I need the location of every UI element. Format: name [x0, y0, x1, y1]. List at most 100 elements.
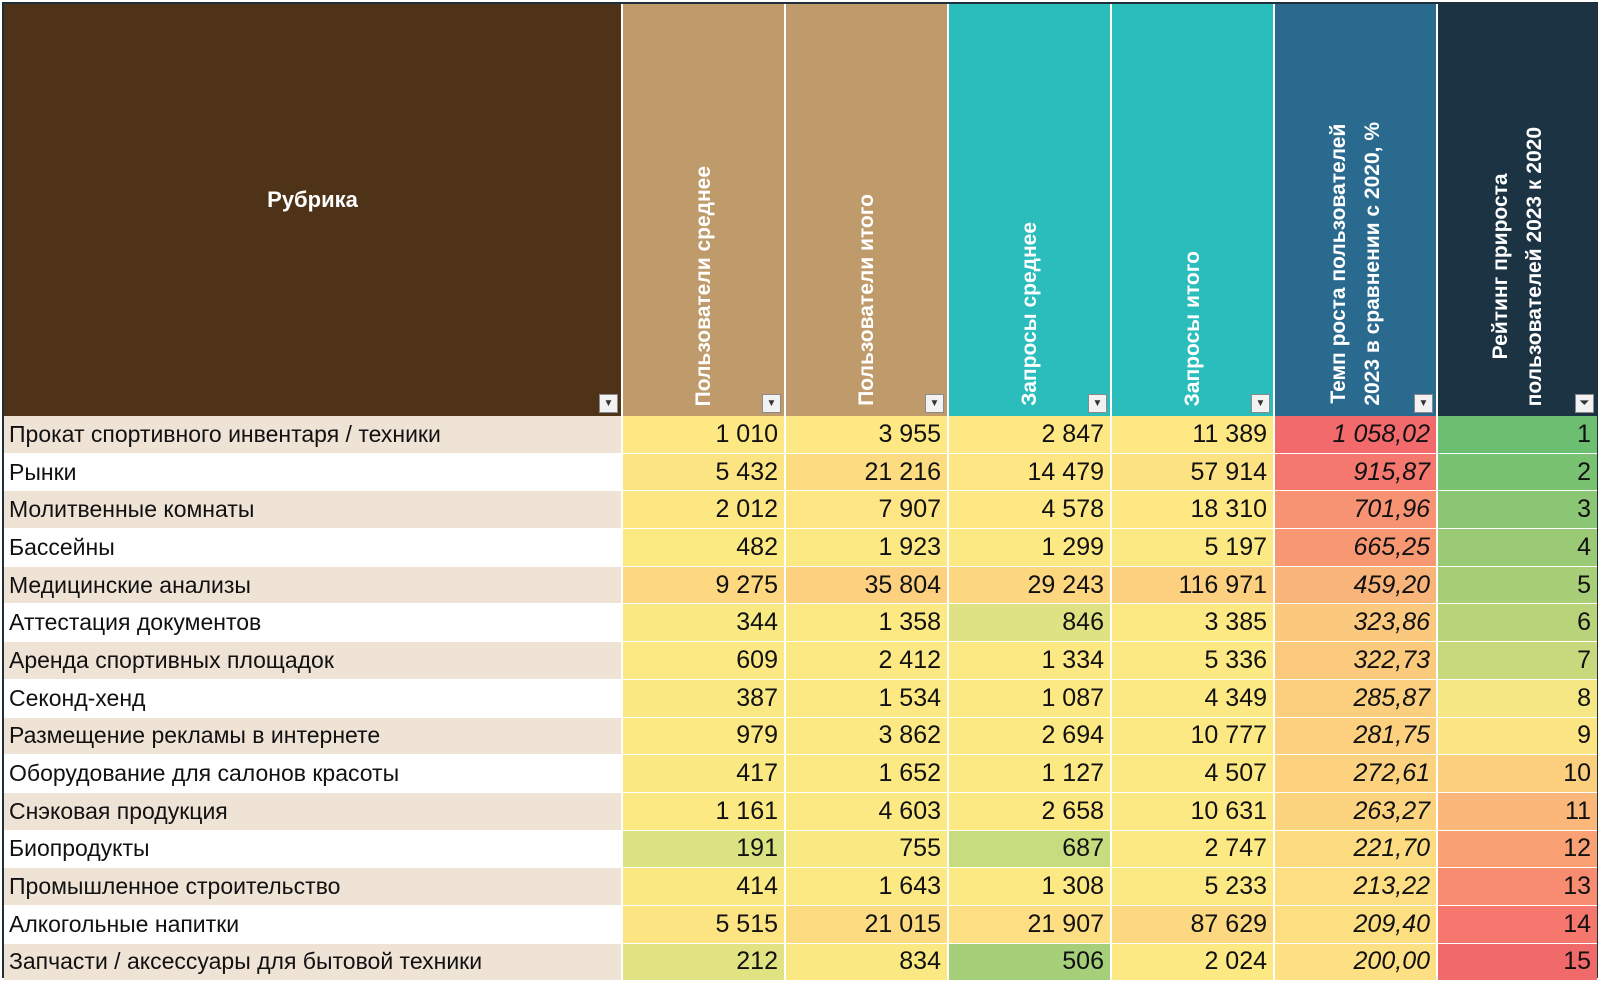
cell-rank[interactable]: 6	[1437, 603, 1597, 643]
cell-req-avg[interactable]: 2 694	[948, 717, 1112, 756]
cell-users-total[interactable]: 1 358	[785, 603, 949, 643]
cell-growth[interactable]: 285,87	[1274, 679, 1438, 718]
filter-dropdown-icon[interactable]: ▼	[925, 394, 944, 413]
cell-req-total[interactable]: 87 629	[1111, 905, 1275, 944]
cell-rubric[interactable]: Алкогольные напитки	[4, 905, 623, 944]
cell-req-total[interactable]: 18 310	[1111, 490, 1275, 530]
cell-growth[interactable]: 213,22	[1274, 867, 1438, 906]
cell-rank[interactable]: 2	[1437, 453, 1597, 492]
cell-growth[interactable]: 209,40	[1274, 905, 1438, 944]
cell-users-total[interactable]: 3 955	[785, 416, 949, 454]
cell-rank[interactable]: 7	[1437, 641, 1597, 680]
filter-dropdown-icon[interactable]: ▼	[1088, 394, 1107, 413]
cell-rank[interactable]: 8	[1437, 679, 1597, 718]
cell-req-total[interactable]: 10 631	[1111, 792, 1275, 831]
filter-dropdown-icon[interactable]: ▼	[1414, 394, 1433, 413]
cell-rank[interactable]: 12	[1437, 830, 1597, 869]
cell-req-total[interactable]: 5 233	[1111, 867, 1275, 906]
cell-rubric[interactable]: Аренда спортивных площадок	[4, 641, 623, 680]
cell-growth[interactable]: 272,61	[1274, 754, 1438, 793]
cell-req-avg[interactable]: 29 243	[948, 566, 1112, 605]
cell-growth[interactable]: 665,25	[1274, 528, 1438, 567]
cell-req-avg[interactable]: 2 847	[948, 416, 1112, 454]
cell-req-avg[interactable]: 1 087	[948, 679, 1112, 718]
cell-users-avg[interactable]: 9 275	[622, 566, 786, 605]
cell-rank[interactable]: 9	[1437, 717, 1597, 756]
cell-req-total[interactable]: 5 336	[1111, 641, 1275, 680]
cell-growth[interactable]: 323,86	[1274, 603, 1438, 643]
cell-req-avg[interactable]: 21 907	[948, 905, 1112, 944]
cell-req-total[interactable]: 2 747	[1111, 830, 1275, 869]
cell-growth[interactable]: 459,20	[1274, 566, 1438, 605]
cell-users-avg[interactable]: 1 010	[622, 416, 786, 454]
cell-req-total[interactable]: 5 197	[1111, 528, 1275, 567]
filter-dropdown-icon[interactable]: ▼	[762, 394, 781, 413]
cell-users-total[interactable]: 3 862	[785, 717, 949, 756]
cell-users-total[interactable]: 21 216	[785, 453, 949, 492]
cell-users-avg[interactable]: 344	[622, 603, 786, 643]
cell-users-avg[interactable]: 1 161	[622, 792, 786, 831]
cell-req-total[interactable]: 11 389	[1111, 416, 1275, 454]
cell-users-avg[interactable]: 5 515	[622, 905, 786, 944]
cell-users-total[interactable]: 21 015	[785, 905, 949, 944]
cell-rank[interactable]: 1	[1437, 416, 1597, 454]
cell-growth[interactable]: 263,27	[1274, 792, 1438, 831]
cell-req-total[interactable]: 2 024	[1111, 943, 1275, 981]
cell-rank[interactable]: 3	[1437, 490, 1597, 530]
cell-growth[interactable]: 701,96	[1274, 490, 1438, 530]
cell-growth[interactable]: 915,87	[1274, 453, 1438, 492]
cell-rubric[interactable]: Размещение рекламы в интернете	[4, 717, 623, 756]
cell-req-avg[interactable]: 4 578	[948, 490, 1112, 530]
cell-users-avg[interactable]: 417	[622, 754, 786, 793]
cell-rubric[interactable]: Аттестация документов	[4, 603, 623, 643]
cell-req-avg[interactable]: 1 127	[948, 754, 1112, 793]
filter-dropdown-icon[interactable]: ▼	[599, 394, 618, 413]
cell-rank[interactable]: 14	[1437, 905, 1597, 944]
cell-users-avg[interactable]: 387	[622, 679, 786, 718]
cell-users-total[interactable]: 35 804	[785, 566, 949, 605]
cell-rubric[interactable]: Прокат спортивного инвентаря / техники	[4, 416, 623, 454]
cell-users-total[interactable]: 1 643	[785, 867, 949, 906]
cell-req-avg[interactable]: 687	[948, 830, 1112, 869]
cell-rubric[interactable]: Снэковая продукция	[4, 792, 623, 831]
cell-req-total[interactable]: 116 971	[1111, 566, 1275, 605]
cell-users-total[interactable]: 834	[785, 943, 949, 981]
cell-users-avg[interactable]: 191	[622, 830, 786, 869]
cell-users-avg[interactable]: 609	[622, 641, 786, 680]
filter-sort-icon[interactable]: ⏷	[1575, 394, 1594, 413]
cell-users-total[interactable]: 1 923	[785, 528, 949, 567]
cell-req-avg[interactable]: 846	[948, 603, 1112, 643]
cell-rank[interactable]: 5	[1437, 566, 1597, 605]
cell-rubric[interactable]: Биопродукты	[4, 830, 623, 869]
cell-growth[interactable]: 281,75	[1274, 717, 1438, 756]
cell-req-total[interactable]: 3 385	[1111, 603, 1275, 643]
cell-users-total[interactable]: 2 412	[785, 641, 949, 680]
cell-users-avg[interactable]: 482	[622, 528, 786, 567]
cell-rubric[interactable]: Молитвенные комнаты	[4, 490, 623, 530]
cell-rubric[interactable]: Рынки	[4, 453, 623, 492]
cell-rubric[interactable]: Секонд-хенд	[4, 679, 623, 718]
cell-growth[interactable]: 322,73	[1274, 641, 1438, 680]
cell-rank[interactable]: 10	[1437, 754, 1597, 793]
cell-req-avg[interactable]: 1 299	[948, 528, 1112, 567]
cell-req-total[interactable]: 57 914	[1111, 453, 1275, 492]
cell-users-total[interactable]: 755	[785, 830, 949, 869]
cell-req-avg[interactable]: 506	[948, 943, 1112, 981]
cell-users-avg[interactable]: 979	[622, 717, 786, 756]
cell-growth[interactable]: 200,00	[1274, 943, 1438, 981]
cell-users-avg[interactable]: 2 012	[622, 490, 786, 530]
cell-rubric[interactable]: Медицинские анализы	[4, 566, 623, 605]
cell-req-avg[interactable]: 14 479	[948, 453, 1112, 492]
cell-growth[interactable]: 1 058,02	[1274, 416, 1438, 454]
cell-growth[interactable]: 221,70	[1274, 830, 1438, 869]
cell-req-avg[interactable]: 2 658	[948, 792, 1112, 831]
cell-req-avg[interactable]: 1 308	[948, 867, 1112, 906]
cell-rubric[interactable]: Запчасти / аксессуары для бытовой техник…	[4, 943, 623, 981]
cell-users-total[interactable]: 7 907	[785, 490, 949, 530]
cell-users-avg[interactable]: 5 432	[622, 453, 786, 492]
filter-dropdown-icon[interactable]: ▼	[1251, 394, 1270, 413]
cell-users-total[interactable]: 4 603	[785, 792, 949, 831]
cell-users-total[interactable]: 1 534	[785, 679, 949, 718]
cell-rank[interactable]: 15	[1437, 943, 1597, 981]
cell-users-avg[interactable]: 414	[622, 867, 786, 906]
